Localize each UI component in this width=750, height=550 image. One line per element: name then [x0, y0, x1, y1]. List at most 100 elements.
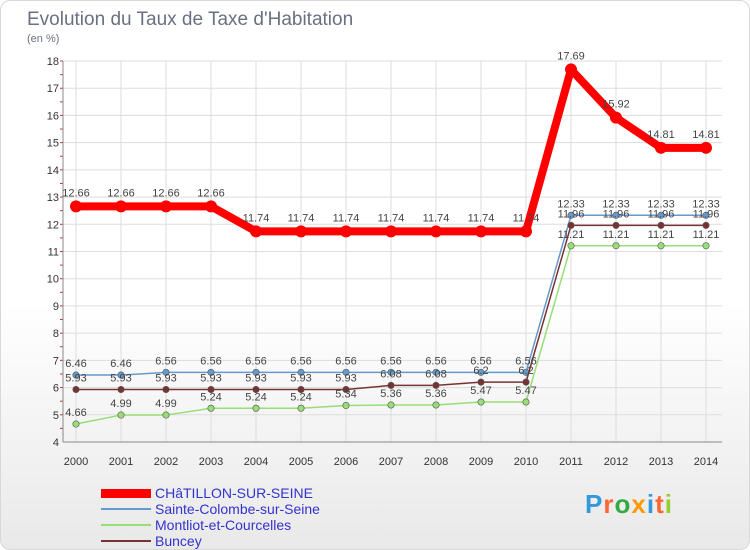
x-tick-label: 2001 — [109, 456, 133, 468]
data-point — [295, 225, 307, 238]
data-point — [72, 420, 80, 428]
y-tick-label: 15 — [47, 138, 59, 150]
data-point — [655, 141, 667, 154]
data-label: 6.08 — [380, 368, 401, 380]
data-label: 11.74 — [243, 212, 270, 224]
data-point — [162, 368, 170, 376]
chart-subtitle: (en %) — [27, 33, 59, 45]
data-label: 5.34 — [335, 389, 356, 401]
y-tick-label: 4 — [53, 437, 59, 449]
data-point — [657, 221, 665, 229]
data-point — [610, 111, 622, 124]
data-point — [117, 371, 125, 379]
data-label: 12.33 — [557, 198, 585, 210]
y-tick-label: 9 — [53, 301, 59, 313]
data-label: 6.56 — [380, 355, 401, 367]
data-point — [522, 398, 530, 406]
x-tick-label: 2006 — [334, 456, 358, 468]
x-tick-label: 2012 — [604, 456, 628, 468]
data-point — [342, 402, 350, 410]
legend-swatch — [101, 488, 151, 498]
data-label: 5.93 — [335, 372, 356, 384]
data-label: 5.24 — [245, 391, 266, 403]
data-point — [72, 371, 80, 379]
y-tick-label: 13 — [47, 192, 59, 204]
proxiti-logo: Proxiti — [585, 489, 673, 520]
series-group — [70, 63, 712, 428]
data-point — [702, 221, 710, 229]
x-tick-label: 2004 — [244, 456, 268, 468]
logo-letter: P — [585, 489, 604, 519]
data-label: 11.96 — [693, 208, 720, 220]
data-label: 5.47 — [515, 385, 536, 397]
chart-title: Evolution du Taux de Taxe d'Habitation — [27, 9, 353, 30]
y-tick-label: 16 — [47, 110, 59, 122]
data-point — [160, 200, 172, 213]
x-tick-label: 2007 — [379, 456, 403, 468]
logo-letter: x — [631, 489, 647, 519]
data-label: 5.93 — [200, 372, 221, 384]
y-tick-label: 7 — [53, 355, 59, 367]
legend-swatch — [101, 540, 151, 542]
data-point — [612, 242, 620, 250]
data-point — [612, 221, 620, 229]
data-label: 11.96 — [603, 208, 630, 220]
data-label: 5.93 — [110, 372, 131, 384]
data-label: 6.56 — [200, 355, 221, 367]
data-point — [700, 141, 712, 154]
data-label: 5.24 — [200, 391, 221, 403]
data-label: 5.36 — [425, 388, 446, 400]
legend-label: CHâTILLON-SUR-SEINE — [155, 485, 313, 501]
data-label: 12.66 — [107, 187, 135, 199]
data-point — [207, 368, 215, 376]
data-point — [162, 385, 170, 393]
legend-label: Montliot-et-Courcelles — [155, 517, 292, 533]
data-label: 11.74 — [378, 212, 405, 224]
logo-letter: t — [655, 489, 665, 519]
legend-label: Buncey — [155, 533, 202, 549]
data-point — [477, 378, 485, 386]
data-label: 11.21 — [558, 229, 585, 241]
data-point — [205, 200, 217, 213]
data-label: 6.56 — [425, 355, 446, 367]
data-point — [252, 404, 260, 412]
y-tick-label: 18 — [47, 56, 59, 68]
x-tick-label: 2009 — [469, 456, 493, 468]
logo-letter: i — [646, 489, 656, 519]
y-tick-label: 5 — [53, 410, 59, 422]
data-point — [565, 63, 577, 76]
data-label: 6.46 — [110, 358, 131, 370]
data-label: 6.56 — [155, 355, 176, 367]
data-label: 14.81 — [692, 129, 720, 141]
y-tick-label: 11 — [48, 247, 59, 259]
data-label: 14.81 — [647, 129, 675, 141]
data-label: 17.69 — [557, 50, 585, 62]
data-label: 5.93 — [290, 372, 311, 384]
data-label: 6.56 — [470, 355, 491, 367]
data-point — [702, 242, 710, 250]
data-point — [207, 385, 215, 393]
data-point — [115, 200, 127, 213]
data-point — [387, 401, 395, 409]
data-point — [250, 225, 262, 238]
data-label: 5.93 — [155, 372, 176, 384]
data-point — [567, 211, 575, 219]
data-point — [117, 411, 125, 419]
y-tick-label: 17 — [47, 83, 59, 95]
data-label: 11.96 — [648, 208, 675, 220]
data-point — [657, 211, 665, 219]
data-point — [385, 225, 397, 238]
data-point — [430, 225, 442, 238]
data-point — [297, 404, 305, 412]
data-label: 11.21 — [693, 229, 720, 241]
data-label: 4.99 — [155, 398, 176, 410]
data-point — [432, 401, 440, 409]
x-tick-label: 2014 — [694, 456, 718, 468]
data-point — [117, 385, 125, 393]
logo-letter: o — [614, 489, 632, 519]
data-label: 12.66 — [152, 187, 180, 199]
x-tick-label: 2003 — [199, 456, 223, 468]
data-point — [340, 225, 352, 238]
data-point — [612, 211, 620, 219]
